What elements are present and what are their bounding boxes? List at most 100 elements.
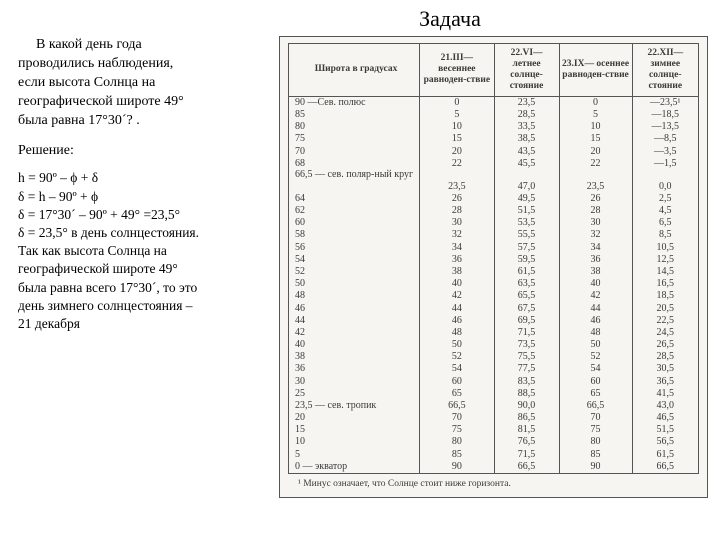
table-cell: —3,5 xyxy=(632,145,698,157)
table-cell: 75 xyxy=(559,424,632,436)
sol-l5: Так как высота Солнца на xyxy=(18,243,167,258)
table-cell: 8,5 xyxy=(632,229,698,241)
table-cell: 56,5 xyxy=(632,436,698,448)
table-cell: 26 xyxy=(420,193,494,205)
table-cell: 38 xyxy=(559,266,632,278)
table-cell: 51,5 xyxy=(632,424,698,436)
table-cell: 20 xyxy=(289,412,420,424)
table-cell: 24,5 xyxy=(632,327,698,339)
table-row: 682245,522—1,5 xyxy=(289,158,699,170)
solution-label: Решение: xyxy=(18,142,263,161)
table-footnote: ¹ Минус означает, что Солнце стоит ниже … xyxy=(288,474,699,491)
table-cell: —13,5 xyxy=(632,121,698,133)
sol-l7: была равна всего 17°30´, то это xyxy=(18,280,197,295)
table-cell: 40 xyxy=(559,278,632,290)
table-cell: 66,5 xyxy=(420,400,494,412)
problem-l4: географической широте 49° xyxy=(18,94,184,109)
table-cell: 50 xyxy=(420,339,494,351)
th-mar: 21.III— весеннее равноден-ствие xyxy=(420,44,494,97)
table-cell: 73,5 xyxy=(494,339,559,351)
table-row: 385275,55228,5 xyxy=(289,351,699,363)
table-cell: 0 xyxy=(559,96,632,109)
table-cell: 55,5 xyxy=(494,229,559,241)
table-row: 256588,56541,5 xyxy=(289,388,699,400)
table-cell: 30 xyxy=(420,217,494,229)
table-cell: 10 xyxy=(559,121,632,133)
table-cell: 10 xyxy=(420,121,494,133)
table-cell xyxy=(289,181,420,193)
table-row: 444669,54622,5 xyxy=(289,314,699,326)
table-cell: 52 xyxy=(559,351,632,363)
table-row: 543659,53612,5 xyxy=(289,254,699,266)
table-cell: 44 xyxy=(420,302,494,314)
table-cell: 41,5 xyxy=(632,388,698,400)
th-lat: Широта в градусах xyxy=(289,44,420,97)
table-cell: 44 xyxy=(289,314,420,326)
table-cell: 67,5 xyxy=(494,302,559,314)
table-cell: 42 xyxy=(420,290,494,302)
table-row: 751538,515—8,5 xyxy=(289,133,699,145)
table-cell: 38 xyxy=(289,351,420,363)
table-cell: 64 xyxy=(289,193,420,205)
table-cell: 6,5 xyxy=(632,217,698,229)
table-cell: 65 xyxy=(559,388,632,400)
table-row: 108076,58056,5 xyxy=(289,436,699,448)
table-cell: 52 xyxy=(289,266,420,278)
table-cell: 46,5 xyxy=(632,412,698,424)
table-cell: 5 xyxy=(559,109,632,121)
table-cell: 90 xyxy=(559,461,632,474)
table-cell: 49,5 xyxy=(494,193,559,205)
table-cell: 20,5 xyxy=(632,302,698,314)
table-cell: 75,5 xyxy=(494,351,559,363)
table-cell: 23,5 xyxy=(494,96,559,109)
table-cell: 81,5 xyxy=(494,424,559,436)
table-cell: —23,5¹ xyxy=(632,96,698,109)
table-cell: 38,5 xyxy=(494,133,559,145)
table-cell: 28,5 xyxy=(494,109,559,121)
table-cell: 48 xyxy=(289,290,420,302)
table-cell: 26,5 xyxy=(632,339,698,351)
table-cell: 90 —Сев. полюс xyxy=(289,96,420,109)
table-cell: 66,5 xyxy=(632,461,698,474)
table-cell: 86,5 xyxy=(494,412,559,424)
sol-l3: δ = 17°30´ – 90º + 49° =23,5° xyxy=(18,207,180,222)
table-row: 801033,510—13,5 xyxy=(289,121,699,133)
table-cell: 56 xyxy=(289,241,420,253)
table-cell: 85 xyxy=(420,448,494,460)
table-cell: 88,5 xyxy=(494,388,559,400)
table-cell: 40 xyxy=(420,278,494,290)
table-cell: 22 xyxy=(559,158,632,170)
table-row: 207086,57046,5 xyxy=(289,412,699,424)
table-cell: 28 xyxy=(559,205,632,217)
table-cell: 28 xyxy=(420,205,494,217)
table-cell: 0 — экватор xyxy=(289,461,420,474)
declination-table: Широта в градусах 21.III— весеннее равно… xyxy=(288,43,699,474)
table-row: 583255,5328,5 xyxy=(289,229,699,241)
table-cell: 32 xyxy=(420,229,494,241)
table-cell: 26 xyxy=(559,193,632,205)
th-dec: 22.XII— зимнее солнце-стояние xyxy=(632,44,698,97)
table-cell: 30 xyxy=(289,375,420,387)
sol-l9: 21 декабря xyxy=(18,316,80,331)
table-cell: 33,5 xyxy=(494,121,559,133)
table-cell xyxy=(420,170,494,181)
table-cell: 71,5 xyxy=(494,448,559,460)
th-sep: 23.IX— осеннее равноден-ствие xyxy=(559,44,632,97)
table-row: 23,547,023,50,0 xyxy=(289,181,699,193)
sol-l1: h = 90º – ϕ + δ xyxy=(18,170,98,185)
table-cell: 45,5 xyxy=(494,158,559,170)
table-cell: 18,5 xyxy=(632,290,698,302)
table-cell: 23,5 xyxy=(420,181,494,193)
table-cell: 12,5 xyxy=(632,254,698,266)
table-row: 523861,53814,5 xyxy=(289,266,699,278)
table-cell: 0,0 xyxy=(632,181,698,193)
table-cell: 75 xyxy=(289,133,420,145)
table-cell: 30 xyxy=(559,217,632,229)
table-cell: 16,5 xyxy=(632,278,698,290)
table-row: 0 — экватор9066,59066,5 xyxy=(289,461,699,474)
table-cell: 48 xyxy=(559,327,632,339)
table-cell: 46 xyxy=(559,314,632,326)
table-row: 66,5 — сев. поляр-ный круг xyxy=(289,170,699,181)
table-cell: 70 xyxy=(559,412,632,424)
table-row: 23,5 — сев. тропик66,590,066,543,0 xyxy=(289,400,699,412)
